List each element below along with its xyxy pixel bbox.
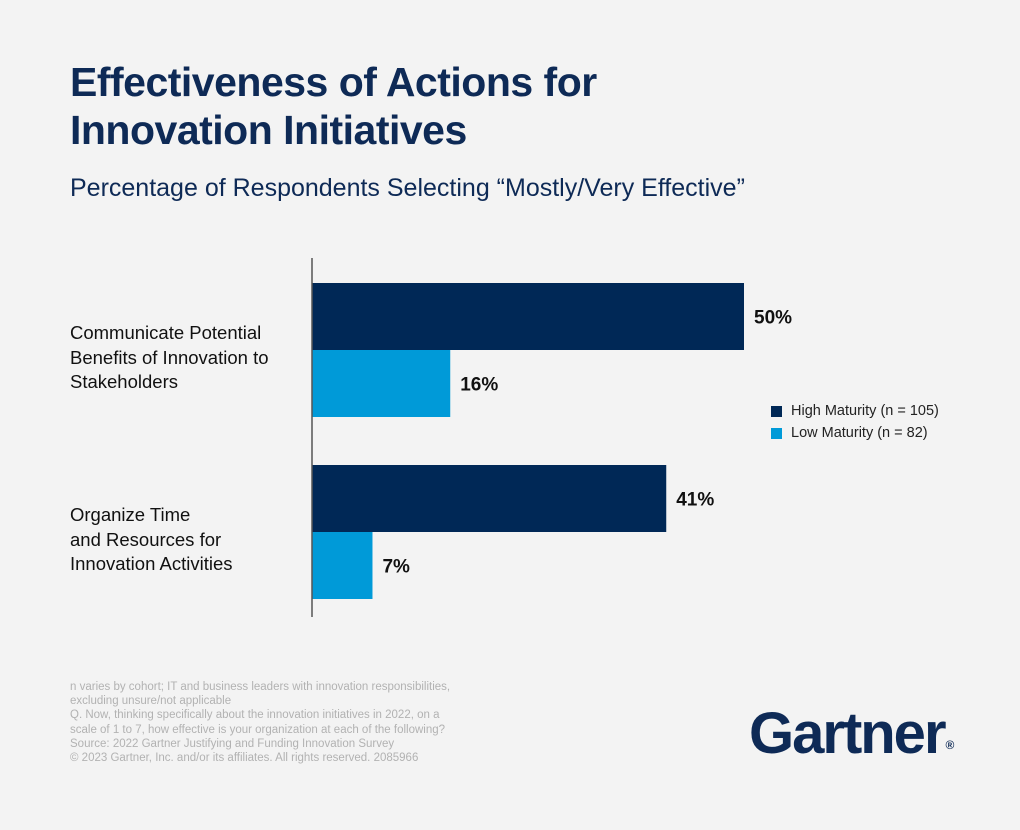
title-line-2: Innovation Initiatives xyxy=(70,107,467,153)
chart-subtitle: Percentage of Respondents Selecting “Mos… xyxy=(70,174,745,202)
gartner-logo: Gartner® xyxy=(749,701,955,781)
category-0-line-2: Benefits of Innovation to xyxy=(70,346,269,368)
bar-low-maturity-0 xyxy=(312,350,451,417)
bar-low-maturity-1 xyxy=(312,532,373,599)
data-label-high-maturity-1: 41% xyxy=(676,490,714,511)
bar-high-maturity-1 xyxy=(312,465,667,532)
data-label-low-maturity-1: 7% xyxy=(382,557,410,578)
logo-text: Gartner xyxy=(749,701,947,766)
legend-swatch-high-maturity xyxy=(771,405,782,417)
category-0-line-3: Stakeholders xyxy=(70,371,178,392)
legend-item-high-maturity: High Maturity (n = 105) xyxy=(771,400,939,422)
footnote-line-5: Source: 2022 Gartner Justifying and Fund… xyxy=(70,737,395,750)
footnote-line-4: scale of 1 to 7, how effective is your o… xyxy=(70,723,446,736)
chart-legend: High Maturity (n = 105) Low Maturity (n … xyxy=(771,400,939,444)
footnotes: n varies by cohort; IT and business lead… xyxy=(70,680,510,765)
data-label-low-maturity-0: 16% xyxy=(460,375,498,396)
registered-mark: ® xyxy=(945,738,955,752)
category-1-line-1: Organize Time xyxy=(70,504,191,525)
category-1-line-2: and Resources for xyxy=(70,528,222,550)
category-1-line-3: Innovation Activities xyxy=(70,553,233,574)
legend-item-low-maturity: Low Maturity (n = 82) xyxy=(771,422,939,444)
data-label-high-maturity-0: 50% xyxy=(754,308,792,329)
title-line-1: Effectiveness of Actions for xyxy=(70,59,597,105)
footnote-line-2: excluding unsure/not applicable xyxy=(70,695,232,708)
chart-title: Effectiveness of Actions for Innovation … xyxy=(70,58,970,154)
category-label-1: Organize Time and Resources for Innovati… xyxy=(70,503,300,577)
footnote-line-1: n varies by cohort; IT and business lead… xyxy=(70,681,451,693)
bar-high-maturity-0 xyxy=(312,283,744,350)
category-label-0: Communicate Potential Benefits of Innova… xyxy=(70,321,300,395)
legend-label-high-maturity: High Maturity (n = 105) xyxy=(791,403,939,419)
legend-swatch-low-maturity xyxy=(771,427,782,439)
category-0-line-1: Communicate Potential xyxy=(70,322,262,343)
legend-label-low-maturity: Low Maturity (n = 82) xyxy=(791,425,928,441)
footnote-line-6: © 2023 Gartner, Inc. and/or its affiliat… xyxy=(70,752,419,765)
footnote-line-3: Q. Now, thinking specifically about the … xyxy=(70,709,440,722)
